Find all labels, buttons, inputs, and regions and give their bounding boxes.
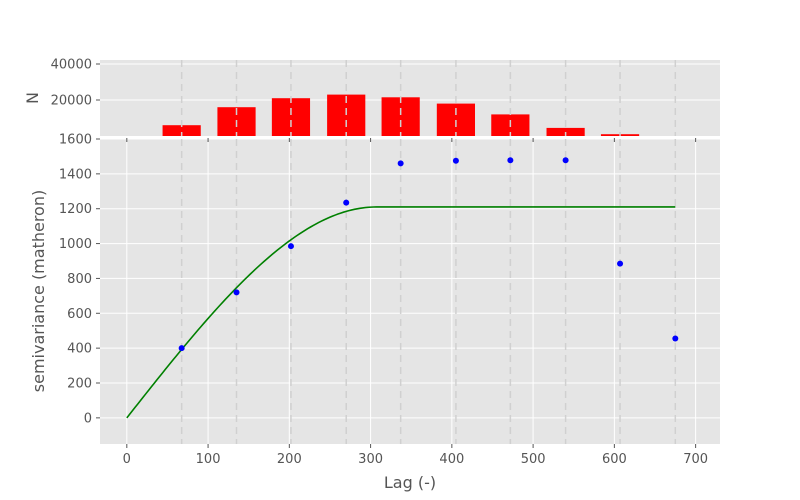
variogram-y-tick-label: 1000	[59, 237, 92, 252]
variogram-x-tick-label: 200	[277, 452, 302, 467]
variogram-y-tick-label: 400	[67, 342, 92, 357]
histogram-bar	[546, 127, 585, 136]
variogram-y-ticks: 0 200 400 600 800 1000 1200 1400 1600	[59, 133, 100, 426]
histogram-bar	[162, 125, 201, 136]
experimental-point	[452, 157, 459, 164]
histogram-y-ticks: 40000 20000	[51, 58, 100, 109]
variogram-x-tick-label: 700	[683, 452, 708, 467]
variogram-x-tick-label: 0	[123, 452, 131, 467]
variogram-y-tick-label: 1400	[59, 167, 92, 182]
variogram-y-tick-label: 800	[67, 272, 92, 287]
variogram-y-tick-label: 1200	[59, 202, 92, 217]
model-curve	[126, 206, 676, 419]
variogram-x-ticks: 0 100 200 300 400 500 600 700	[123, 444, 708, 467]
variogram-x-tick-label: 400	[439, 452, 464, 467]
histogram-bin-lines	[180, 60, 677, 136]
experimental-point	[562, 157, 569, 164]
histogram-x-tick-marks	[126, 138, 697, 142]
experimental-point	[672, 335, 679, 342]
variogram-x-axis-label: Lag (-)	[384, 473, 436, 492]
histogram-y-tick-label: 40000	[51, 58, 92, 73]
variogram-y-tick-label: 600	[67, 307, 92, 322]
experimental-points	[178, 157, 679, 352]
histogram-y-axis-label: N	[23, 92, 42, 104]
variogram-bin-lines	[180, 139, 677, 444]
variogram-y-axis-label: semivariance (matheron)	[29, 190, 48, 392]
experimental-point	[397, 160, 404, 167]
experimental-point	[507, 157, 514, 164]
variogram-x-tick-label: 600	[602, 452, 627, 467]
variogram-y-tick-label: 0	[84, 411, 92, 426]
variogram-y-tick-label: 200	[67, 377, 92, 392]
histogram-y-tick-label: 20000	[51, 94, 92, 109]
histogram-bar	[271, 98, 311, 136]
experimental-point	[287, 243, 294, 250]
histogram-bar	[381, 97, 420, 136]
variogram-x-tick-label: 300	[358, 452, 383, 467]
variogram-y-tick-label: 1600	[59, 133, 92, 148]
variogram-plot-background	[100, 139, 720, 444]
experimental-point	[343, 199, 350, 206]
histogram-bars	[162, 94, 640, 136]
variogram-x-tick-label: 100	[196, 452, 221, 467]
experimental-point	[617, 260, 624, 267]
experimental-point	[178, 345, 185, 352]
variogram-grid	[100, 138, 720, 444]
variogram-x-tick-label: 500	[521, 452, 546, 467]
experimental-point	[233, 289, 240, 296]
